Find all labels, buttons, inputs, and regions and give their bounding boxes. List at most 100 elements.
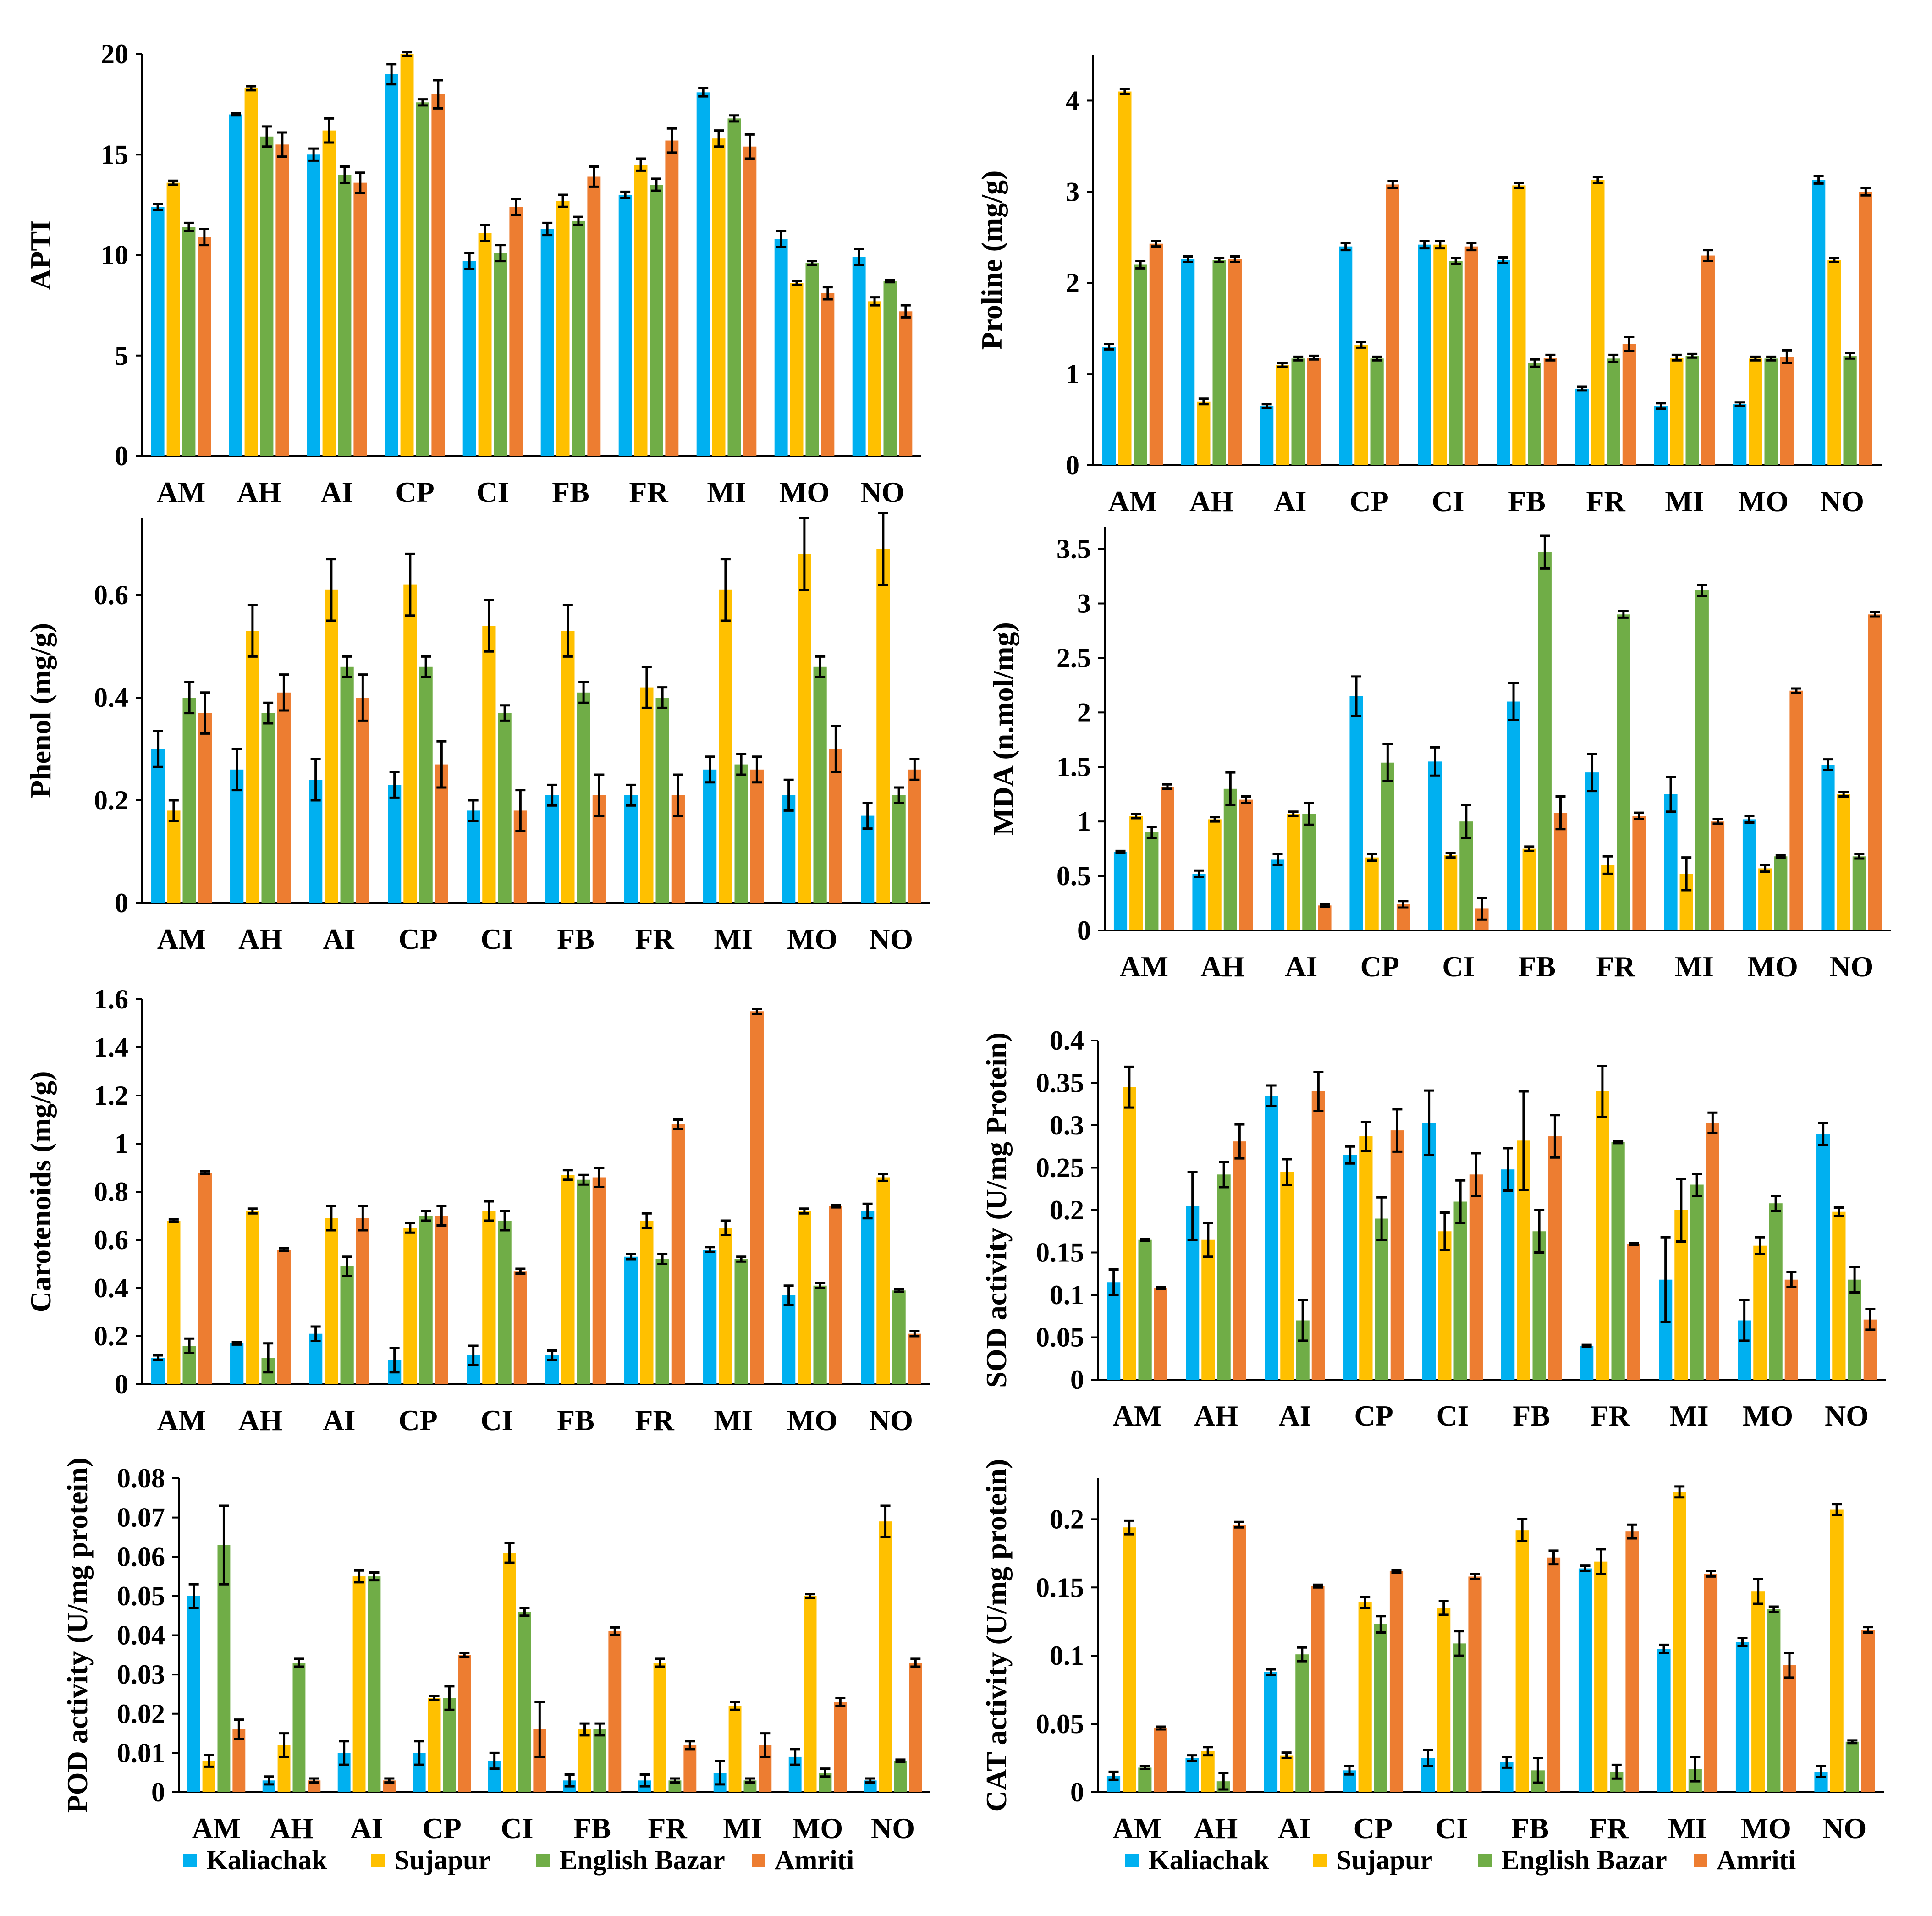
bar-fb-english-bazar (577, 692, 590, 903)
x-tick-label: FR (1596, 950, 1635, 983)
bar-am-sujapur (167, 810, 181, 903)
x-tick-label: FB (1508, 485, 1546, 518)
bar-fr-english-bazar (650, 185, 663, 456)
bar-fr-amriti (671, 1124, 685, 1384)
x-tick-label: CI (1436, 1399, 1469, 1432)
bar-cp-sujapur (400, 54, 414, 456)
bar-no-kaliachak (861, 1211, 875, 1384)
y-axis-label: Phenol (mg/g) (24, 623, 57, 798)
y-tick-label: 0.25 (1036, 1153, 1084, 1183)
y-tick-label: 0.01 (117, 1738, 165, 1768)
bar-mi-amriti (1701, 255, 1715, 465)
bar-mi-amriti (743, 146, 757, 457)
bar-ai-kaliachak (1265, 1096, 1278, 1380)
bar-fb-kaliachak (545, 795, 559, 903)
bar-ah-amriti (1232, 1525, 1246, 1792)
bar-ai-kaliachak (309, 1333, 323, 1384)
bar-no-kaliachak (861, 815, 875, 903)
x-tick-label: MO (787, 923, 837, 955)
y-tick-label: 4 (1066, 85, 1079, 116)
bar-mi-sujapur (719, 589, 732, 903)
bar-mo-english-bazar (1769, 1203, 1783, 1380)
bar-am-sujapur (1129, 816, 1143, 930)
y-tick-label: 2 (1066, 268, 1079, 298)
bar-am-amriti (1154, 1288, 1167, 1380)
y-axis-label: Proline (mg/g) (975, 171, 1008, 350)
x-tick-label: NO (869, 923, 913, 955)
x-tick-label: AI (350, 1812, 383, 1844)
bar-ci-english-bazar (1453, 1201, 1467, 1380)
bar-mi-english-bazar (734, 1259, 748, 1384)
bar-cp-amriti (435, 1216, 448, 1384)
bar-cp-sujapur (1365, 857, 1379, 930)
bar-mi-english-bazar (734, 764, 748, 903)
x-tick-label: NO (871, 1812, 915, 1844)
bar-mo-amriti (1789, 690, 1803, 930)
bar-am-english-bazar (1138, 1239, 1152, 1380)
bar-am-sujapur (167, 1221, 181, 1384)
bar-mo-sujapur (1758, 868, 1772, 930)
bar-fr-english-bazar (1607, 358, 1620, 465)
x-tick-label: MO (787, 1404, 837, 1437)
bar-mo-sujapur (790, 283, 804, 456)
bar-cp-amriti (1389, 1571, 1404, 1792)
x-tick-label: AH (1189, 485, 1233, 518)
chart-panel-8: 0 0.05 0.1 0.15 0.2 CAT activity (U/mg protei… (980, 1459, 1884, 1844)
bar-ci-english-bazar (498, 1221, 512, 1384)
x-tick-label: AI (1274, 485, 1306, 518)
bar-am-english-bazar (1134, 264, 1147, 465)
y-tick-label: 0.5 (1057, 861, 1091, 891)
bar-ah-amriti (275, 144, 289, 456)
bar-fr-kaliachak (624, 1256, 638, 1384)
y-tick-label: 1.5 (1057, 752, 1091, 782)
x-tick-label: AM (1119, 950, 1168, 983)
legend-label: Amriti (775, 1845, 854, 1875)
bar-ci-sujapur (1438, 1231, 1452, 1380)
y-tick-label: 3 (1066, 176, 1079, 207)
bar-cp-sujapur (403, 1228, 417, 1384)
bar-ah-kaliachak (230, 769, 244, 903)
bar-mo-sujapur (1753, 1245, 1767, 1380)
bar-no-english-bazar (1852, 856, 1866, 930)
bar-ah-sujapur (1208, 819, 1222, 930)
y-tick-label: 0 (1070, 1365, 1084, 1395)
x-tick-label: AM (1113, 1399, 1162, 1432)
bar-fr-amriti (1625, 1531, 1639, 1792)
bar-no-amriti (908, 769, 921, 903)
bar-ci-sujapur (1437, 1608, 1451, 1792)
bar-ai-sujapur (1280, 1755, 1294, 1792)
x-tick-label: NO (860, 476, 904, 508)
bar-mo-english-bazar (1774, 856, 1788, 930)
x-tick-label: MI (714, 1404, 753, 1437)
y-tick-label: 0.4 (94, 683, 128, 713)
y-tick-label: 0.1 (1050, 1641, 1084, 1671)
x-tick-label: CI (1442, 950, 1475, 983)
bar-am-english-bazar (182, 227, 196, 456)
bar-mo-amriti (829, 749, 842, 903)
bar-mi-kaliachak (696, 92, 710, 456)
bar-am-amriti (1154, 1728, 1167, 1792)
x-tick-label: AM (157, 476, 206, 508)
bar-fb-kaliachak (1497, 260, 1510, 465)
legend-swatch (1478, 1854, 1492, 1867)
bar-cp-sujapur (1359, 1136, 1373, 1380)
bar-am-sujapur (1123, 1087, 1136, 1380)
bar-fb-english-bazar (572, 220, 585, 457)
y-tick-label: 0.03 (117, 1659, 165, 1690)
x-tick-label: MO (1748, 950, 1798, 983)
chart-panel-1: 0 5 10 15 20 APTI AM AH AI CP CI FB FR MI MO NO (24, 39, 921, 508)
bar-fr-sujapur (653, 1663, 666, 1792)
bar-mo-amriti (1784, 1279, 1798, 1380)
x-tick-label: MI (714, 923, 753, 955)
chart-panel-6: 0 0.05 0.1 0.15 0.2 0.25 0.3 0.35 0.4 SOD activit… (980, 1025, 1886, 1432)
bar-mo-english-bazar (1764, 358, 1778, 465)
bar-am-kaliachak (1113, 852, 1128, 930)
y-tick-label: 0 (1066, 450, 1079, 480)
y-tick-label: 0.35 (1036, 1068, 1084, 1098)
bar-fb-kaliachak (1507, 701, 1520, 930)
x-tick-label: MO (1738, 485, 1789, 518)
bar-ci-sujapur (478, 233, 492, 456)
x-tick-label: CI (476, 476, 509, 508)
chart-panel-3: 0 0.2 0.4 0.6 Phenol (mg/g) AM AH AI CP CI FB FR MI M… (24, 512, 930, 955)
y-tick-label: 0.2 (94, 785, 128, 815)
